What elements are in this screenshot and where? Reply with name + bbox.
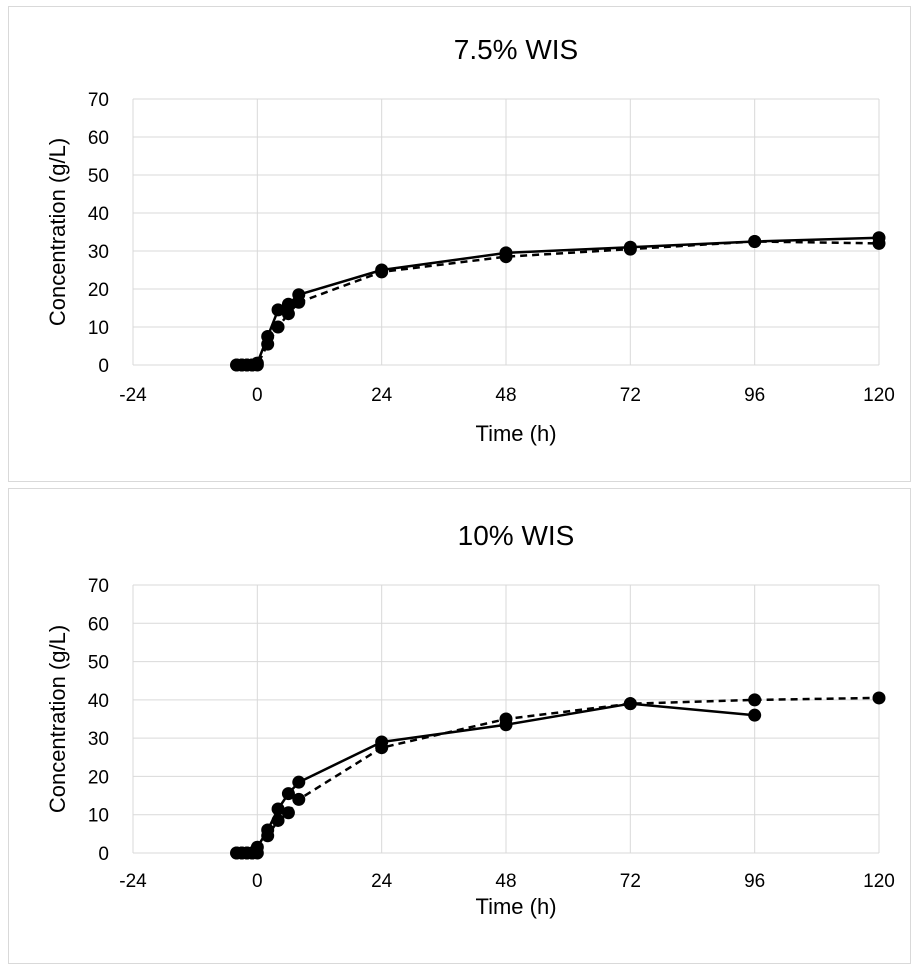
y-axis-label: Concentration (g/L)	[45, 138, 70, 326]
series-1-point	[281, 787, 295, 801]
x-tick-label: 48	[495, 385, 516, 406]
series-1-line	[236, 236, 880, 367]
y-tick-label: 20	[88, 280, 109, 301]
x-tick-label: 72	[620, 385, 641, 406]
x-tick-label: 24	[371, 385, 393, 406]
series-1-point	[292, 775, 306, 789]
series-2-point	[281, 806, 295, 820]
x-tick-label: -24	[119, 871, 147, 892]
series-2-point	[250, 358, 264, 372]
x-tick-label: 120	[863, 385, 895, 406]
series-2-point	[623, 242, 637, 256]
y-tick-label: 10	[88, 806, 109, 827]
series-2-point	[271, 813, 285, 827]
chart-title: 10% WIS	[458, 520, 575, 551]
x-tick-label: -24	[119, 385, 147, 406]
series-2-point	[375, 265, 389, 279]
series-2-point	[375, 741, 389, 755]
y-tick-label: 40	[88, 691, 109, 712]
series-2-line	[236, 240, 880, 367]
series-2-point	[748, 693, 762, 707]
series-2-point	[872, 236, 886, 250]
x-tick-label: 48	[495, 871, 516, 892]
y-tick-label: 10	[88, 318, 109, 339]
series-2-point	[748, 235, 762, 248]
series-1-point	[271, 802, 285, 816]
series-2-point	[499, 712, 513, 726]
y-tick-label: 40	[88, 204, 109, 225]
x-tick-label: 72	[620, 871, 641, 892]
y-tick-label: 0	[98, 356, 109, 377]
y-tick-label: 60	[88, 128, 109, 149]
chart-10-wis: 10% WIS 0 10 20 30 40 50 60 70 -24 0 24 48 72 96 120 Tim…	[45, 520, 895, 919]
series-2-point	[250, 846, 264, 860]
x-tick-label: 96	[744, 385, 765, 406]
x-tick-label: 24	[371, 871, 393, 892]
y-tick-label: 70	[88, 90, 109, 111]
chart-7-5-wis: 7.5% WIS 0 10 20 30 40 50 60 70 -24 0 24 48 72 96 120 Ti…	[45, 34, 895, 446]
series-2-point	[271, 320, 285, 334]
chart-panel-top: 7.5% WIS 0 10 20 30 40 50 60 70 -24 0 24 48 72 96 120 Ti…	[8, 6, 911, 482]
y-tick-label: 30	[88, 242, 109, 263]
x-axis-label: Time (h)	[475, 421, 556, 446]
x-tick-label: 120	[863, 871, 895, 892]
series-2-point	[292, 792, 306, 806]
series-1-point	[748, 708, 762, 722]
y-tick-label: 30	[88, 729, 109, 750]
y-tick-label: 50	[88, 653, 109, 674]
y-tick-label: 20	[88, 767, 109, 788]
series-2-point	[499, 250, 513, 264]
y-tick-label: 0	[98, 844, 109, 865]
x-tick-label: 96	[744, 871, 765, 892]
series-1-line	[236, 702, 755, 855]
y-tick-label: 70	[88, 576, 109, 597]
series-2-line	[236, 696, 880, 855]
x-axis-label: Time (h)	[475, 894, 556, 919]
x-tick-label: 0	[252, 385, 263, 406]
series-1-point	[281, 297, 295, 311]
series-1-point	[271, 303, 285, 317]
series-2-point	[872, 691, 886, 705]
series-2-point	[292, 295, 306, 309]
series-2-point	[261, 829, 275, 843]
y-tick-label: 60	[88, 614, 109, 635]
series-2-point	[623, 697, 637, 711]
y-axis-label: Concentration (g/L)	[45, 625, 70, 813]
series-2-point	[261, 337, 275, 351]
chart-title: 7.5% WIS	[454, 34, 578, 65]
y-tick-label: 50	[88, 166, 109, 187]
x-tick-label: 0	[252, 871, 263, 892]
series-2-point	[281, 307, 295, 321]
chart-panel-bottom: 10% WIS 0 10 20 30 40 50 60 70 -24 0 24 48 72 96 120 Tim…	[8, 488, 911, 964]
